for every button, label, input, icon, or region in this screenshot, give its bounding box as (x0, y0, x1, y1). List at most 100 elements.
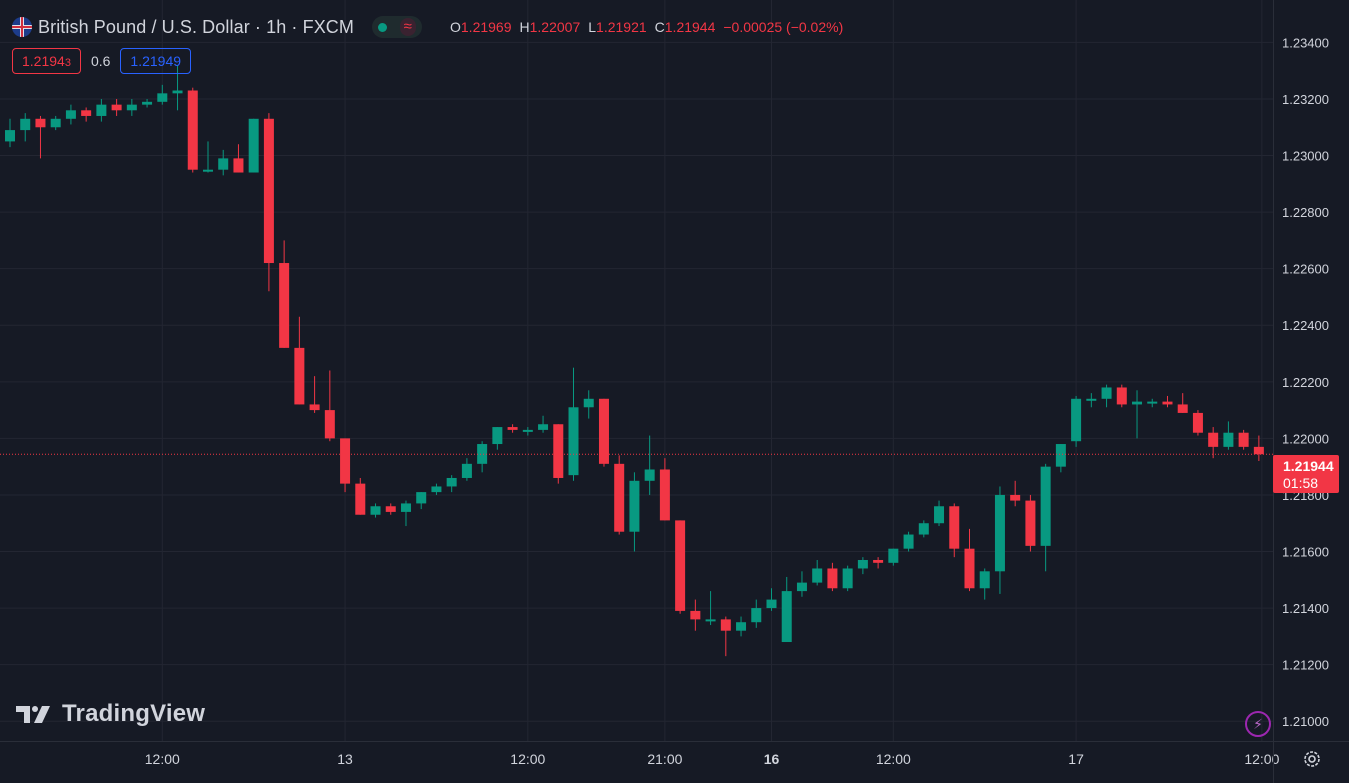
tradingview-logo[interactable]: TradingView (16, 700, 205, 728)
candle-body (111, 104, 122, 111)
candle-body (659, 469, 670, 521)
price-axis-label: 1.22000 (1282, 431, 1329, 446)
sell-price-pip: 3 (64, 57, 71, 69)
time-axis-label: 21:00 (647, 751, 682, 767)
candle-body (1147, 401, 1158, 404)
candle-body (934, 506, 945, 524)
close-value: 1.21944 (664, 19, 716, 35)
price-axis-label: 1.21400 (1282, 601, 1329, 616)
lightning-icon[interactable]: ⚡ (1245, 711, 1271, 737)
symbol-title[interactable]: British Pound / U.S. Dollar · 1h · FXCM (38, 16, 354, 37)
candle-body (736, 622, 747, 631)
candle-body (994, 494, 1005, 572)
candle-body (370, 506, 381, 515)
candle-body (324, 410, 335, 439)
price-axis-label: 1.22600 (1282, 262, 1329, 277)
candle-body (340, 438, 351, 484)
candle-body (949, 506, 960, 549)
candle-body (218, 158, 229, 170)
candle-body (294, 347, 305, 405)
candle-body (1055, 444, 1066, 467)
price-axis-label: 1.23400 (1282, 35, 1329, 50)
candle-body (522, 429, 533, 432)
candle-body (538, 424, 549, 430)
low-label: L (588, 19, 597, 35)
candle-body (842, 568, 853, 589)
candle-body (126, 104, 137, 111)
candle-body (1132, 401, 1143, 405)
candle-body (1192, 412, 1203, 433)
low-value: 1.21921 (596, 19, 647, 35)
logo-text: TradingView (62, 700, 206, 727)
candle-body (766, 599, 777, 609)
candle-body (1238, 432, 1249, 447)
candle-body (507, 427, 518, 430)
candle-body (248, 118, 259, 173)
price-axis-label: 1.21200 (1282, 658, 1329, 673)
candle-body (751, 608, 762, 623)
candle-body (705, 619, 716, 622)
candle-body (1223, 432, 1234, 447)
candle-body (583, 398, 594, 408)
market-status-indicator[interactable]: ≈ (372, 16, 422, 38)
candle-body (1040, 466, 1051, 546)
price-axis-label: 1.23200 (1282, 92, 1329, 107)
candle-body (918, 523, 929, 535)
candle-body (675, 520, 686, 611)
candle-body (873, 559, 884, 563)
candle-body (690, 610, 701, 620)
candle-body (157, 93, 168, 102)
high-label: H (519, 19, 530, 35)
spread-value: 0.6 (90, 53, 111, 69)
candle-body (416, 492, 427, 504)
current-price-value: 1.21944 (1283, 458, 1334, 474)
candle-body (1010, 494, 1021, 501)
settings-gear-icon[interactable] (1302, 749, 1322, 769)
candle-body (629, 480, 640, 532)
time-axis-label: 12:00 (145, 751, 180, 767)
candle-body (187, 90, 198, 170)
candle-body (644, 469, 655, 481)
candle-body (202, 169, 213, 172)
candle-body (1025, 500, 1036, 546)
candle-body (50, 118, 61, 128)
candle-body (65, 110, 76, 119)
open-label: O (450, 19, 461, 35)
candle-body (400, 503, 411, 512)
time-axis-label: 12:00 (1244, 751, 1279, 767)
candle-body (5, 130, 15, 142)
candle-body (385, 506, 396, 512)
price-axis-label: 1.22200 (1282, 375, 1329, 390)
candle-body (903, 534, 914, 549)
price-axis-label: 1.22800 (1282, 205, 1329, 220)
candle-body (781, 591, 792, 643)
candle-body (598, 398, 609, 464)
candle-body (888, 548, 899, 563)
buy-button[interactable]: 1.21949 (120, 48, 192, 74)
time-axis-label: 13 (337, 751, 353, 767)
candle-body (492, 427, 503, 445)
candle-body (812, 568, 823, 583)
candle-body (1162, 401, 1173, 405)
bar-countdown: 01:58 (1283, 475, 1319, 491)
open-value: 1.21969 (460, 19, 512, 35)
candle-body (1253, 446, 1264, 455)
chart-legend: British Pound / U.S. Dollar · 1h · FXCM … (12, 14, 843, 40)
candle-body (309, 404, 320, 411)
candle-body (461, 463, 472, 478)
candle-body (446, 477, 457, 487)
candle-body (1116, 387, 1127, 405)
ohlc-values: O 1.21969 H 1.22007 L 1.21921 C 1.21944 −0.0… (442, 19, 843, 35)
candle-body (20, 118, 31, 131)
time-axis-label: 12:00 (510, 751, 545, 767)
candle-body (979, 571, 990, 589)
candle-body (1086, 398, 1097, 401)
sell-price: 1.2194 (22, 53, 65, 69)
candle-body (857, 559, 868, 569)
candle-body (964, 548, 975, 589)
candle-body (263, 118, 274, 264)
candle-body (233, 158, 244, 173)
sell-button[interactable]: 1.21943 (12, 48, 81, 74)
candle-body (827, 568, 838, 589)
